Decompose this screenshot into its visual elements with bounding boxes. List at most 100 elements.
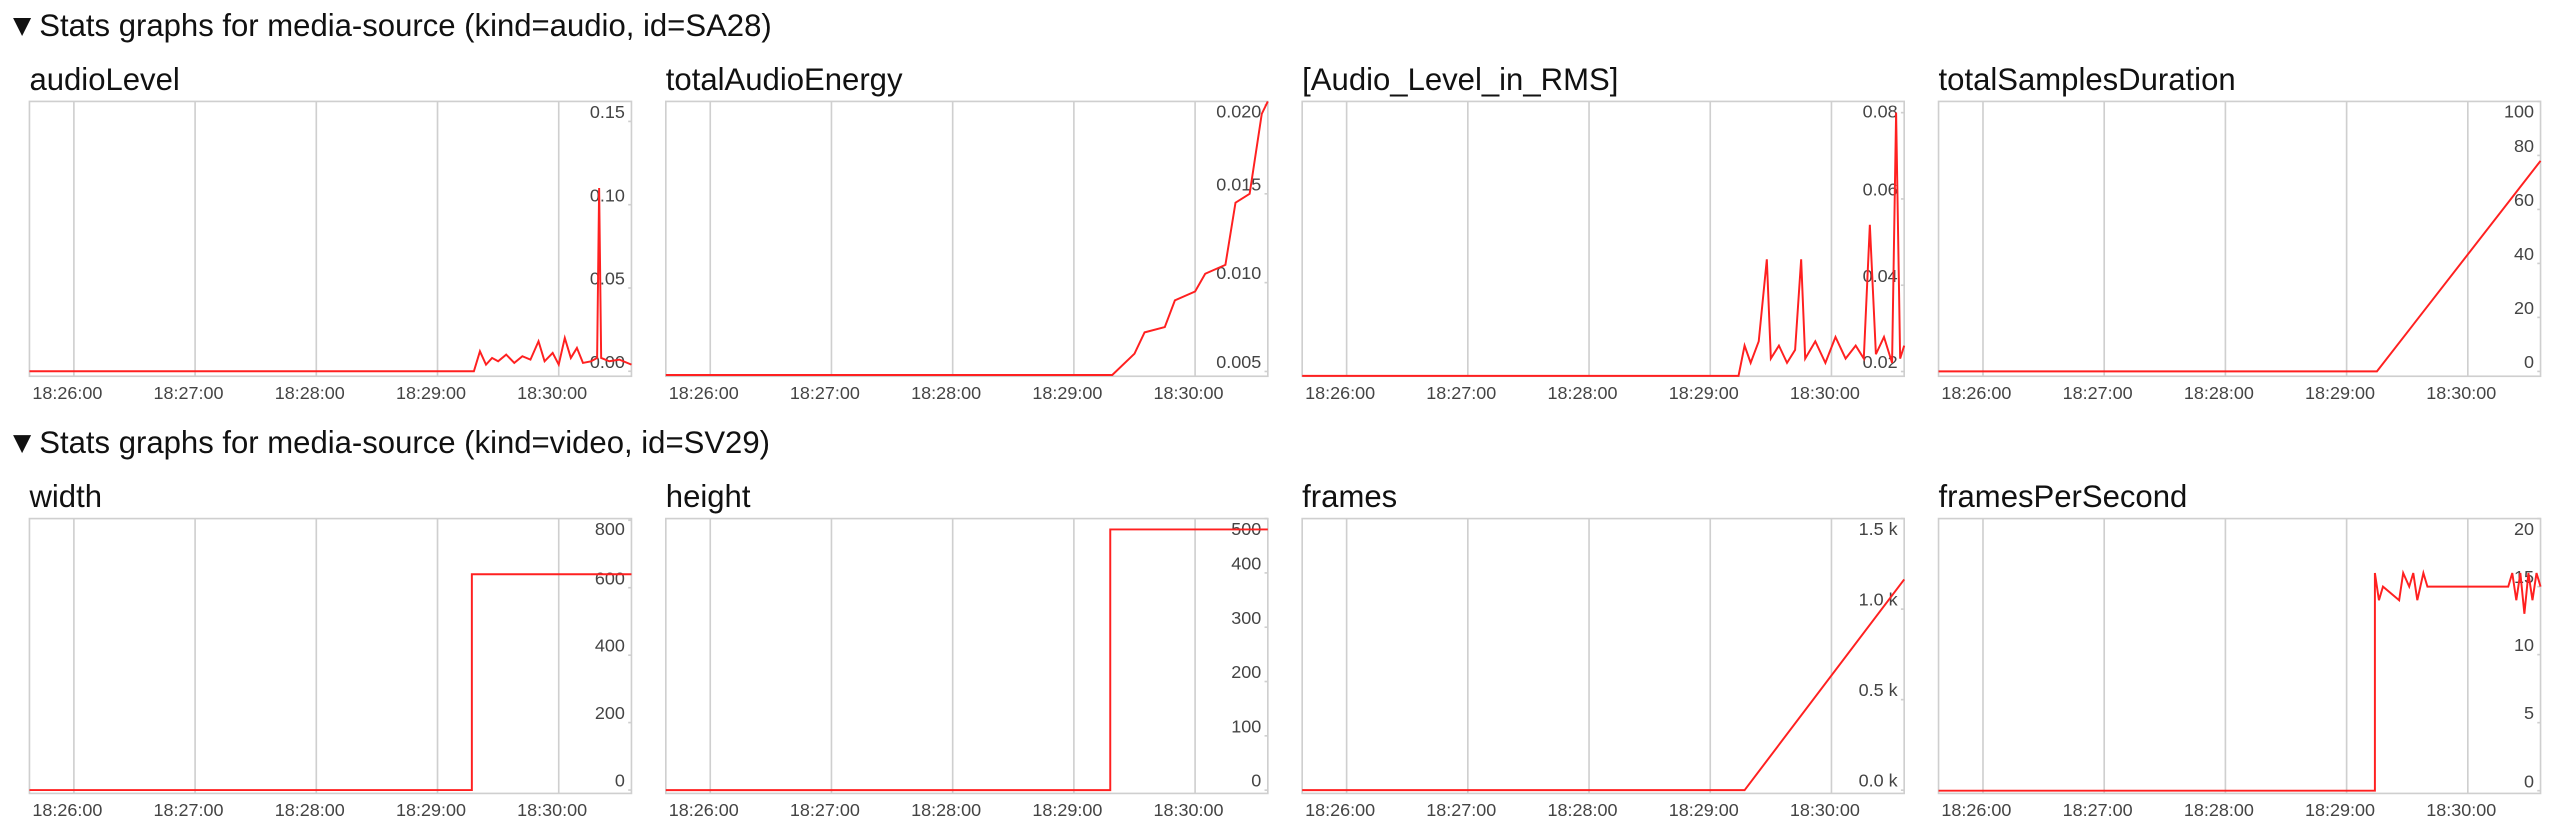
- data-line: [665, 101, 1269, 377]
- x-tick-label: 18:29:00: [2305, 383, 2375, 403]
- x-tick-label: 18:29:00: [396, 383, 466, 403]
- x-tick-label: 18:28:00: [275, 800, 345, 820]
- y-tick-label: 0.08: [1863, 102, 1898, 122]
- chart-title: height: [666, 479, 751, 514]
- x-tick-label: 18:27:00: [2063, 383, 2133, 403]
- y-tick-label: 1.0 k: [1859, 590, 1899, 610]
- y-tick-label: 600: [595, 568, 625, 588]
- chart-title: audioLevel: [29, 62, 179, 97]
- x-tick-label: 18:30:00: [2426, 383, 2496, 403]
- x-tick-label: 18:30:00: [1154, 800, 1224, 820]
- x-tick-label: 18:30:00: [2426, 800, 2496, 820]
- y-tick-label: 10: [2514, 635, 2534, 655]
- section-title[interactable]: Stats graphs for media-source (kind=vide…: [39, 425, 770, 460]
- y-tick-label: 0: [2524, 352, 2534, 372]
- y-tick-label: 0.010: [1216, 263, 1261, 283]
- y-tick-label: 0.020: [1216, 102, 1261, 122]
- y-tick-label: 1.5 k: [1859, 519, 1899, 539]
- plot-frame: [664, 100, 1269, 378]
- x-tick-label: 18:30:00: [517, 383, 587, 403]
- y-tick-label: 0.015: [1216, 174, 1261, 194]
- chart-title: totalSamplesDuration: [1939, 62, 2236, 97]
- x-tick-label: 18:26:00: [669, 800, 739, 820]
- x-tick-label: 18:26:00: [1941, 383, 2011, 403]
- x-tick-label: 18:29:00: [1032, 800, 1102, 820]
- x-tick-label: 18:30:00: [1790, 383, 1860, 403]
- y-tick-label: 800: [595, 519, 625, 539]
- chart-title: frames: [1302, 479, 1397, 514]
- y-tick-label: 300: [1231, 608, 1261, 628]
- x-tick-label: 18:29:00: [1669, 800, 1739, 820]
- data-line: [29, 573, 632, 792]
- data-line: [1302, 578, 1905, 792]
- y-tick-label: 20: [2514, 519, 2534, 539]
- x-tick-label: 18:29:00: [1032, 383, 1102, 403]
- y-tick-label: 0.15: [590, 102, 625, 122]
- plot-frame: [1937, 517, 2542, 795]
- x-tick-label: 18:26:00: [1941, 800, 2011, 820]
- data-line: [1302, 112, 1906, 377]
- x-tick-label: 18:26:00: [1305, 383, 1375, 403]
- chart-title: framesPerSecond: [1939, 479, 2188, 514]
- section-title[interactable]: Stats graphs for media-source (kind=audi…: [39, 8, 771, 43]
- y-tick-label: 40: [2514, 244, 2534, 264]
- chart-title: totalAudioEnergy: [666, 62, 903, 97]
- y-tick-label: 0.005: [1216, 352, 1261, 372]
- y-tick-label: 200: [1231, 662, 1261, 682]
- plot-frame: [1937, 100, 2542, 378]
- x-tick-label: 18:26:00: [32, 800, 102, 820]
- x-tick-label: 18:28:00: [911, 800, 981, 820]
- x-tick-label: 18:29:00: [396, 800, 466, 820]
- y-tick-label: 20: [2514, 298, 2534, 318]
- x-tick-label: 18:27:00: [790, 800, 860, 820]
- x-tick-label: 18:28:00: [275, 383, 345, 403]
- y-tick-label: 100: [2504, 102, 2534, 122]
- x-tick-label: 18:28:00: [1547, 383, 1617, 403]
- y-tick-label: 0.02: [1863, 352, 1898, 372]
- x-tick-label: 18:27:00: [154, 800, 224, 820]
- y-tick-label: 0.06: [1863, 180, 1898, 200]
- x-tick-label: 18:30:00: [1790, 800, 1860, 820]
- chart-title: width: [28, 479, 102, 514]
- data-line: [1938, 569, 2542, 792]
- x-tick-label: 18:26:00: [1305, 800, 1375, 820]
- data-line: [665, 528, 1268, 792]
- y-tick-label: 0.00: [590, 352, 625, 372]
- plot-frame: [1301, 517, 1906, 795]
- y-tick-label: 0: [615, 771, 625, 791]
- y-tick-label: 60: [2514, 190, 2534, 210]
- y-tick-label: 0: [1251, 771, 1261, 791]
- x-tick-label: 18:27:00: [1426, 800, 1496, 820]
- y-tick-label: 400: [1231, 553, 1261, 573]
- x-tick-label: 18:26:00: [32, 383, 102, 403]
- y-tick-label: 5: [2524, 703, 2534, 723]
- y-tick-label: 0.10: [590, 185, 625, 205]
- y-tick-label: 200: [595, 703, 625, 723]
- y-tick-label: 100: [1231, 716, 1261, 736]
- disclosure-triangle[interactable]: [13, 435, 32, 454]
- x-tick-label: 18:29:00: [1669, 383, 1739, 403]
- plot-frame: [1301, 100, 1906, 378]
- y-tick-label: 0: [2524, 771, 2534, 791]
- disclosure-triangle[interactable]: [13, 18, 32, 36]
- x-tick-label: 18:28:00: [2184, 800, 2254, 820]
- plot-frame: [28, 517, 633, 795]
- x-tick-label: 18:28:00: [1547, 800, 1617, 820]
- x-tick-label: 18:27:00: [1426, 383, 1496, 403]
- chart-title: [Audio_Level_in_RMS]: [1302, 62, 1618, 97]
- y-tick-label: 400: [595, 636, 625, 656]
- x-tick-label: 18:26:00: [669, 383, 739, 403]
- x-tick-label: 18:30:00: [1154, 383, 1224, 403]
- x-tick-label: 18:30:00: [517, 800, 587, 820]
- data-line: [29, 188, 632, 373]
- y-tick-label: 0.0 k: [1859, 771, 1899, 791]
- plot-frame: [28, 100, 633, 378]
- y-tick-label: 0.5 k: [1859, 680, 1899, 700]
- y-tick-label: 0.05: [590, 269, 625, 289]
- x-tick-label: 18:27:00: [154, 383, 224, 403]
- plot-frame: [664, 517, 1269, 795]
- x-tick-label: 18:27:00: [2063, 800, 2133, 820]
- y-tick-label: 80: [2514, 136, 2534, 156]
